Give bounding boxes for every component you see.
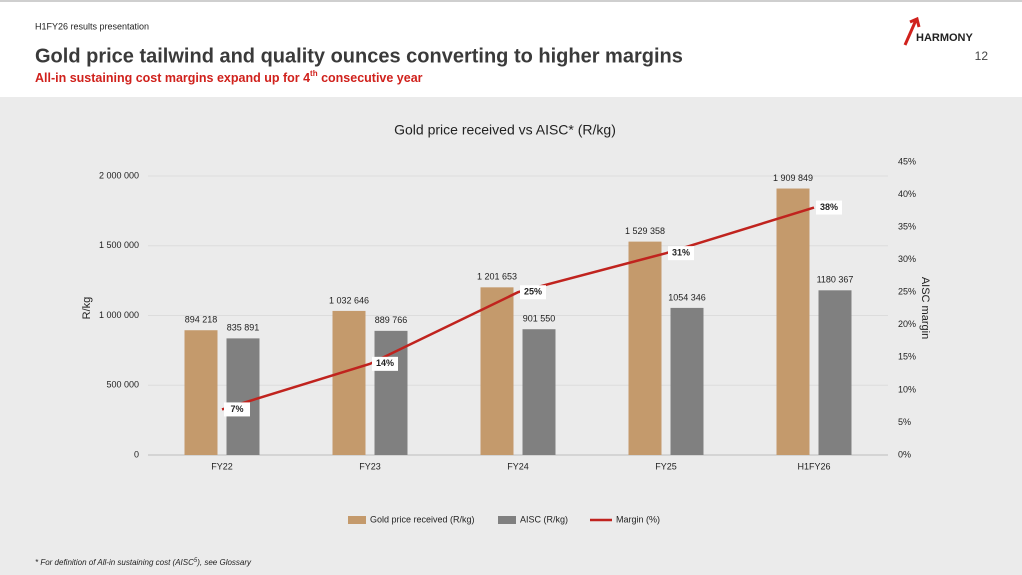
x-tick-label: FY23 bbox=[359, 461, 381, 471]
bar bbox=[628, 241, 662, 455]
logo: HARMONY bbox=[916, 32, 973, 44]
subtitle-part: consecutive year bbox=[318, 71, 423, 85]
footnote-part: * For definition of All-in sustaining co… bbox=[35, 558, 194, 567]
legend-label: Gold price received (R/kg) bbox=[370, 514, 475, 524]
bar-label: 1180 367 bbox=[817, 275, 854, 285]
margin-line bbox=[221, 206, 815, 411]
bar bbox=[332, 310, 366, 455]
x-tick-label: FY22 bbox=[211, 461, 233, 471]
margin-label-group: 7% bbox=[224, 402, 250, 417]
subtitle-part: All-in sustaining cost margins expand up… bbox=[35, 71, 310, 85]
y-tick-label: 500 000 bbox=[106, 380, 139, 390]
y2-tick-label: 5% bbox=[898, 417, 911, 427]
margin-label-group: 31% bbox=[668, 246, 694, 261]
bar bbox=[670, 307, 704, 455]
bar bbox=[522, 329, 556, 455]
margin-label-group: 14% bbox=[372, 356, 398, 371]
x-tick-label: H1FY26 bbox=[797, 461, 830, 471]
y2-tick-label: 0% bbox=[898, 449, 911, 459]
bar-label: 1 909 849 bbox=[773, 173, 813, 183]
margin-label: 38% bbox=[820, 202, 838, 212]
y2-tick-label: 25% bbox=[898, 287, 916, 297]
bar-label: 1 529 358 bbox=[625, 226, 665, 236]
margin-label: 14% bbox=[376, 358, 394, 368]
bar bbox=[374, 330, 408, 455]
label-box bbox=[520, 285, 546, 300]
bar bbox=[480, 287, 514, 455]
chart-title: Gold price received vs AISC* (R/kg) bbox=[394, 122, 616, 138]
bar bbox=[226, 338, 260, 455]
slide-subtitle: All-in sustaining cost margins expand up… bbox=[35, 69, 423, 85]
bar-label: 1054 346 bbox=[668, 292, 706, 302]
bar bbox=[776, 188, 810, 456]
bar-label: 1 201 653 bbox=[477, 272, 517, 282]
margin-label-group: 25% bbox=[520, 285, 546, 300]
logo-arrow bbox=[903, 16, 921, 46]
bar-label: 894 218 bbox=[185, 315, 218, 325]
label-box bbox=[816, 200, 842, 215]
bar-label: 889 766 bbox=[375, 315, 408, 325]
margin-label: 7% bbox=[230, 404, 243, 414]
bar-label: 835 891 bbox=[227, 323, 260, 333]
footnote-sup: 5 bbox=[194, 558, 198, 564]
label-box bbox=[372, 356, 398, 371]
margin-label: 25% bbox=[524, 287, 542, 297]
y2-tick-label: 30% bbox=[898, 254, 916, 264]
footnote: * For definition of All-in sustaining co… bbox=[35, 558, 252, 568]
y-tick-label: 1 500 000 bbox=[99, 240, 139, 250]
y2-tick-label: 40% bbox=[898, 189, 916, 199]
x-tick-label: FY25 bbox=[655, 461, 677, 471]
legend-swatch bbox=[498, 516, 516, 524]
label-box bbox=[224, 402, 250, 417]
footnote-part: ), see Glossary bbox=[196, 558, 252, 567]
bar-label: 901 550 bbox=[523, 314, 556, 324]
y-tick-label: 1 000 000 bbox=[99, 310, 139, 320]
legend-label: AISC (R/kg) bbox=[520, 514, 568, 524]
slide-title: Gold price tailwind and quality ounces c… bbox=[35, 45, 683, 67]
legend-label: Margin (%) bbox=[616, 514, 660, 524]
y2-tick-label: 35% bbox=[898, 221, 916, 231]
y2-tick-label: 10% bbox=[898, 384, 916, 394]
y2-axis-title: AISC margin bbox=[919, 277, 931, 339]
top-rule bbox=[0, 0, 1022, 2]
y-axis-title: R/kg bbox=[81, 297, 93, 320]
margin-label: 31% bbox=[672, 248, 690, 258]
margin-label-group: 38% bbox=[816, 200, 842, 215]
subtitle-sup: th bbox=[310, 69, 318, 78]
legend-swatch bbox=[348, 516, 366, 524]
page-number: 12 bbox=[975, 49, 989, 63]
label-box bbox=[668, 246, 694, 261]
y2-tick-label: 15% bbox=[898, 352, 916, 362]
y-tick-label: 0 bbox=[134, 449, 139, 459]
x-tick-label: FY24 bbox=[507, 461, 529, 471]
kicker: H1FY26 results presentation bbox=[35, 21, 149, 31]
y-tick-label: 2 000 000 bbox=[99, 170, 139, 180]
y2-tick-label: 20% bbox=[898, 319, 916, 329]
bar-label: 1 032 646 bbox=[329, 295, 369, 305]
y2-tick-label: 45% bbox=[898, 156, 916, 166]
bar bbox=[818, 290, 852, 455]
bar bbox=[184, 330, 218, 455]
